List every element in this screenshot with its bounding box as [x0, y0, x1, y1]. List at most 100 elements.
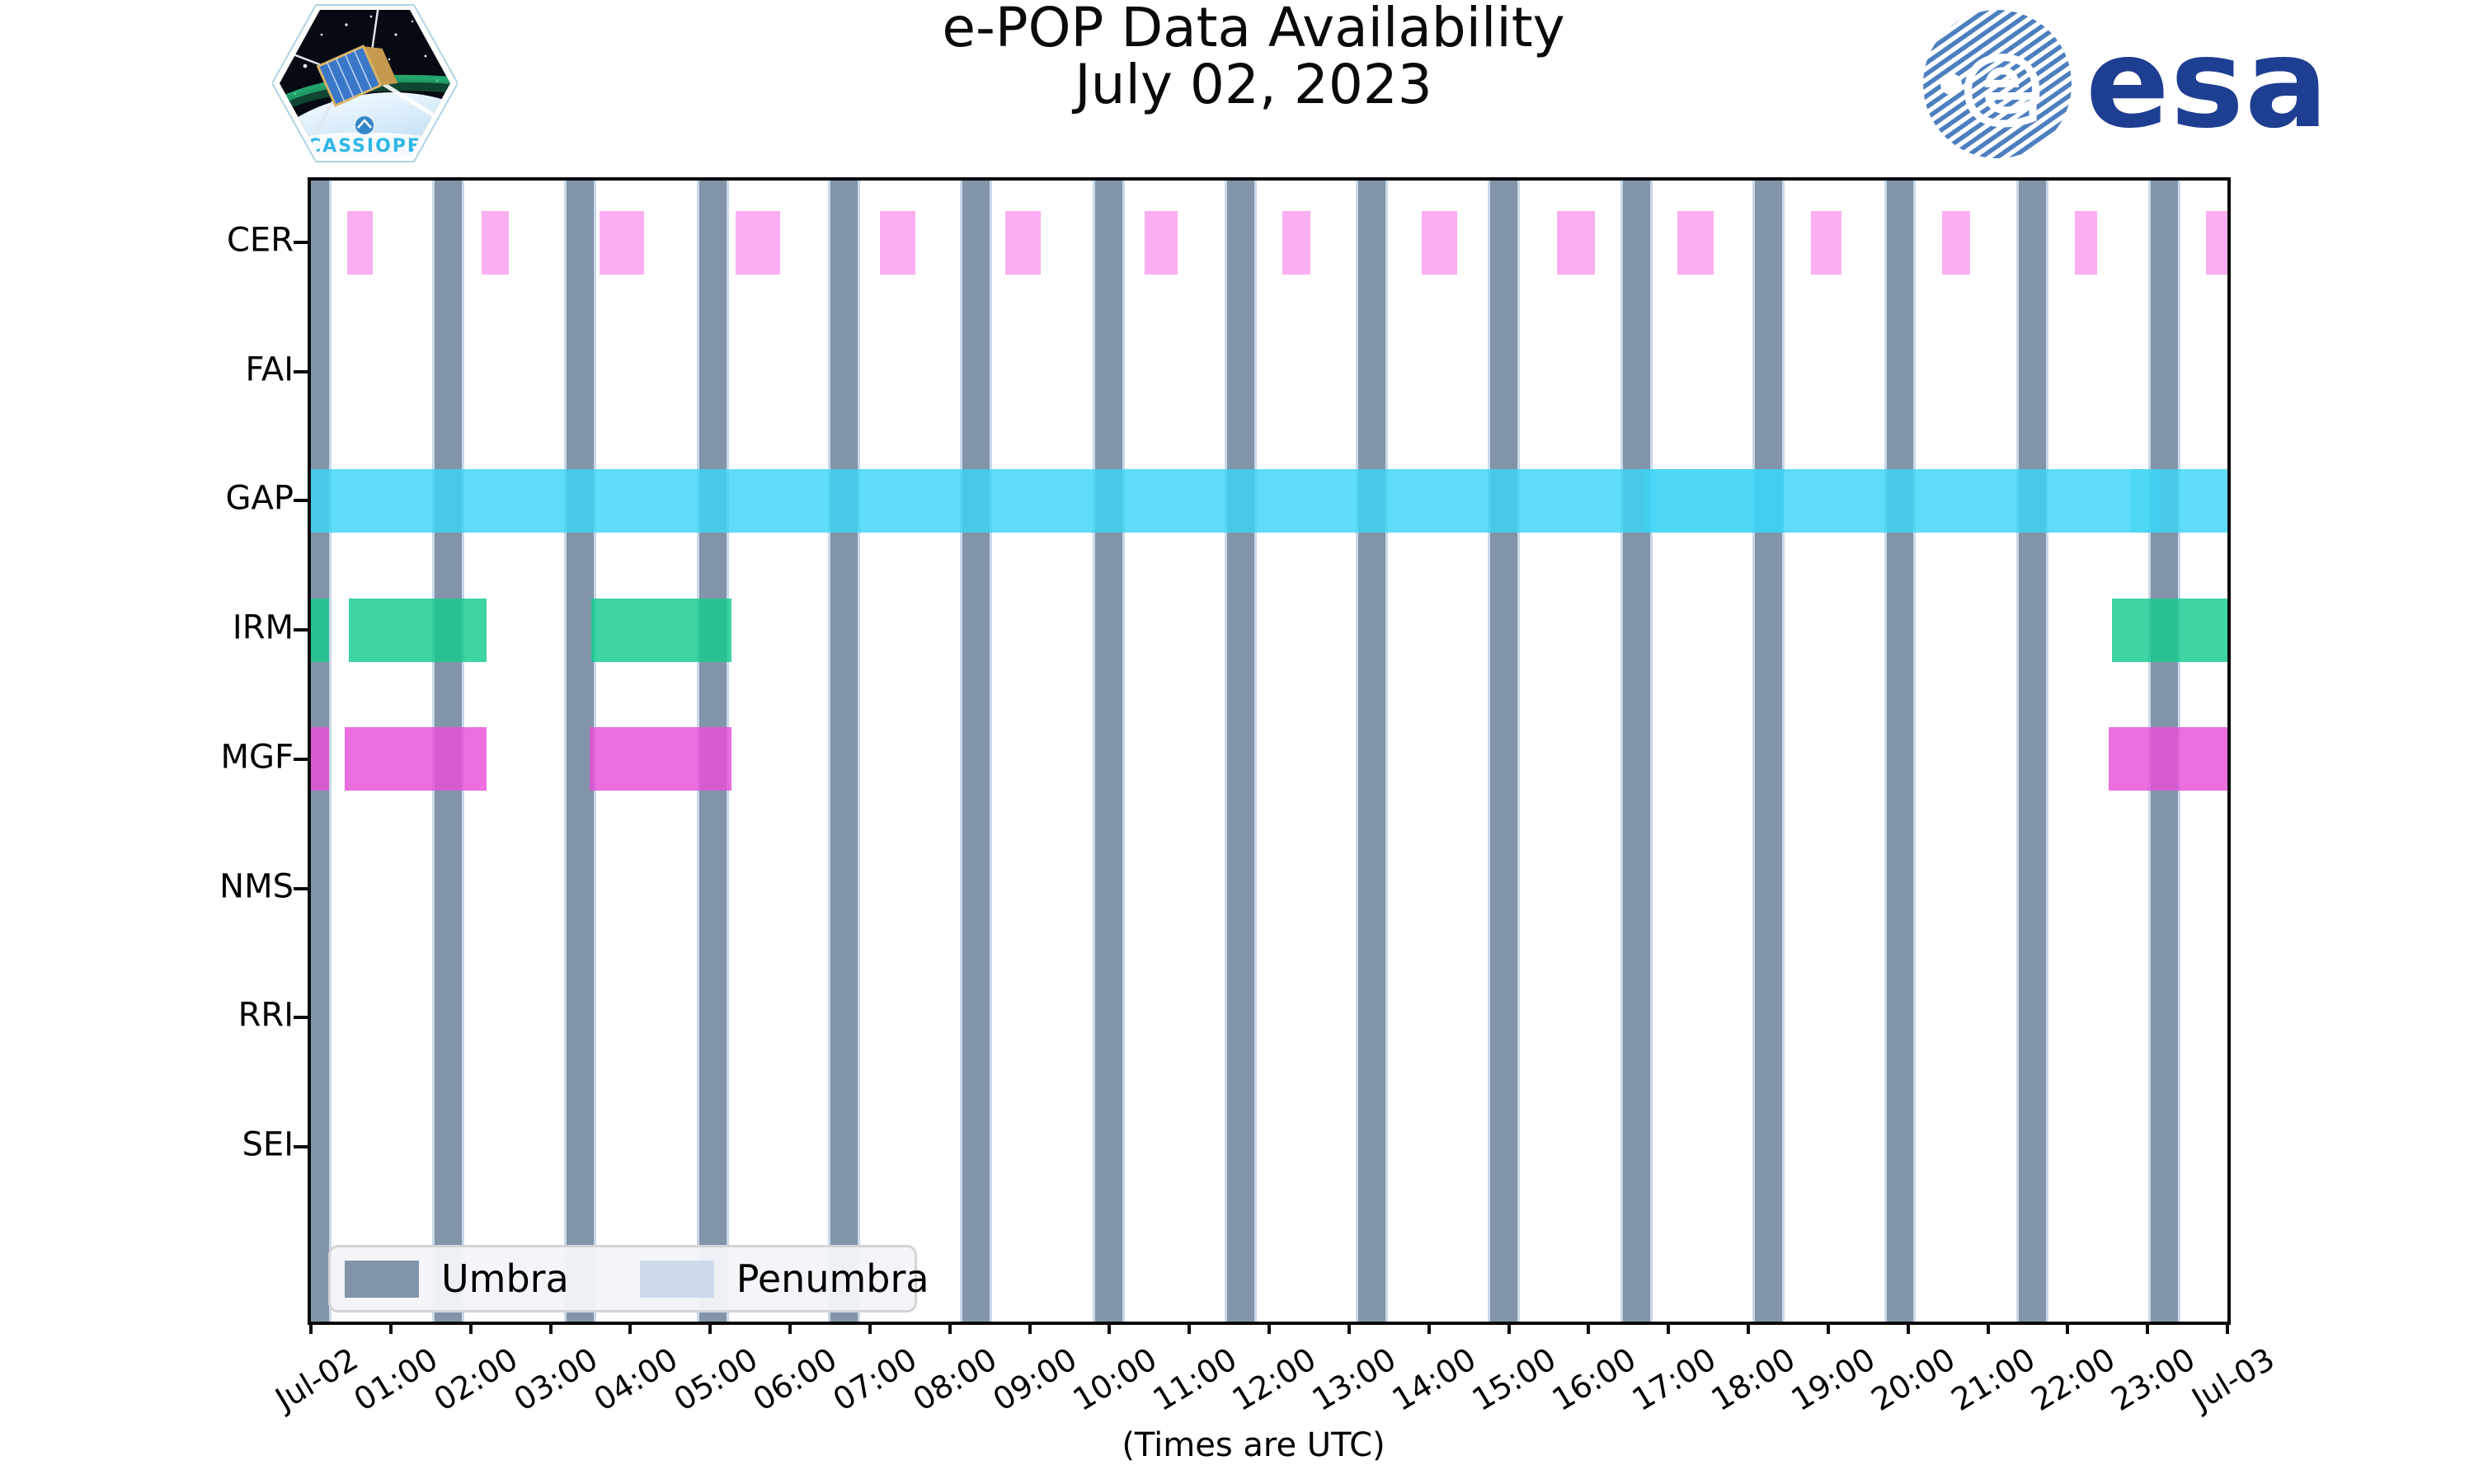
umbra-band — [960, 181, 993, 1322]
x-axis-tick-label: 20:00 — [1865, 1341, 1962, 1419]
y-axis-tick — [294, 628, 308, 632]
x-axis-tick-label: 07:00 — [826, 1341, 924, 1419]
umbra-band — [1884, 181, 1917, 1322]
x-axis-tick — [1028, 1322, 1032, 1334]
chart-header: e-POP Data Availability July 02, 2023 — [942, 0, 1564, 113]
x-axis-tick-label: 10:00 — [1066, 1341, 1164, 1419]
bar-cer — [1421, 210, 1457, 275]
legend: Umbra Penumbra — [328, 1245, 929, 1313]
y-axis-label-mgf: MGF — [220, 738, 294, 777]
bar-cer — [346, 210, 373, 275]
x-axis-tick — [868, 1322, 872, 1334]
umbra-band — [1488, 181, 1521, 1322]
x-axis-tick-label: 14:00 — [1385, 1341, 1483, 1419]
x-axis-tick — [1268, 1322, 1271, 1334]
bar-mgf — [311, 727, 330, 791]
esa-logo: e esa — [1921, 8, 2329, 161]
bar-cer — [1942, 210, 1971, 275]
bar-cer — [880, 210, 915, 275]
x-axis-tick-label: 04:00 — [587, 1341, 684, 1419]
x-axis-tick — [2226, 1322, 2229, 1334]
chart-title: e-POP Data Availability — [942, 0, 1565, 59]
x-axis-tick — [1667, 1322, 1671, 1334]
y-axis-label-nms: NMS — [219, 867, 294, 906]
bar-irm — [349, 598, 487, 662]
x-axis-tick-label: 13:00 — [1305, 1341, 1403, 1419]
x-axis-tick — [1347, 1322, 1351, 1334]
x-axis-tick-label: Jul-03 — [2185, 1341, 2281, 1418]
bar-cer — [599, 210, 644, 275]
csa-logo-icon — [355, 116, 374, 134]
x-axis-tick — [628, 1322, 633, 1334]
x-axis-tick — [1826, 1322, 1830, 1334]
esa-wordmark: esa — [2086, 12, 2330, 156]
gap-dark-overlay — [1643, 468, 1784, 533]
bar-cer — [2205, 210, 2227, 275]
x-axis-tick-label: 09:00 — [986, 1341, 1084, 1419]
y-axis-tick — [294, 369, 308, 373]
x-axis-tick-label: 15:00 — [1465, 1341, 1563, 1419]
x-axis-tick-label: 11:00 — [1146, 1341, 1243, 1419]
x-axis-tick — [1747, 1322, 1750, 1334]
bar-mgf — [2108, 727, 2227, 791]
x-axis-tick-label: 06:00 — [747, 1341, 844, 1419]
bar-cer — [736, 210, 781, 275]
umbra-band — [2016, 181, 2049, 1322]
x-axis-tick — [1906, 1322, 1910, 1334]
bar-cer — [482, 210, 510, 275]
x-axis-tick-label: 05:00 — [667, 1341, 764, 1419]
y-axis-tick — [294, 886, 308, 890]
x-axis-tick — [1587, 1322, 1591, 1334]
y-axis-label-gap: GAP — [225, 480, 294, 519]
y-axis-label-irm: IRM — [232, 608, 294, 647]
x-axis-tick-label: 16:00 — [1545, 1341, 1643, 1419]
legend-swatch-penumbra — [639, 1260, 714, 1298]
bar-cer — [1810, 210, 1842, 275]
legend-label-penumbra: Penumbra — [736, 1256, 929, 1301]
x-axis-tick-label: 22:00 — [2025, 1341, 2122, 1419]
umbra-band — [828, 181, 861, 1322]
x-axis-tick-label: Jul-02 — [269, 1341, 365, 1418]
umbra-band — [1620, 181, 1653, 1322]
x-axis-tick — [468, 1322, 473, 1334]
x-axis-tick — [388, 1322, 393, 1334]
umbra-band — [1224, 181, 1257, 1322]
x-axis-tick-label: 02:00 — [427, 1341, 524, 1419]
chart-subtitle: July 02, 2023 — [1075, 52, 1432, 116]
x-axis-tick — [788, 1322, 792, 1334]
bar-irm — [590, 598, 732, 662]
x-axis-tick-label: 12:00 — [1226, 1341, 1323, 1419]
y-axis-tick — [294, 757, 308, 761]
x-axis-tick-label: 17:00 — [1625, 1341, 1722, 1419]
x-axis-tick — [548, 1322, 553, 1334]
x-axis-tick-label: 18:00 — [1705, 1341, 1802, 1419]
x-axis-tick — [1507, 1322, 1511, 1334]
x-axis-tick — [309, 1322, 313, 1334]
x-axis-tick-label: 08:00 — [906, 1341, 1004, 1419]
x-axis-tick — [1188, 1322, 1192, 1334]
umbra-band — [1092, 181, 1125, 1322]
y-axis-label-fai: FAI — [245, 350, 294, 389]
mission-patch: CASSIOPE — [270, 2, 459, 165]
bar-cer — [1677, 210, 1714, 275]
svg-text:e: e — [1964, 16, 2042, 150]
bar-cer — [1556, 210, 1596, 275]
legend-swatch-umbra — [345, 1260, 419, 1298]
bar-mgf — [589, 727, 732, 791]
x-axis-tick — [2066, 1322, 2070, 1334]
x-axis-tick-label: 23:00 — [2105, 1341, 2201, 1419]
y-axis-label-rri: RRI — [238, 996, 294, 1035]
x-axis-tick — [1986, 1322, 1990, 1334]
umbra-band — [1752, 181, 1785, 1322]
umbra-band — [1356, 181, 1389, 1322]
x-axis-tick — [1108, 1322, 1112, 1334]
x-axis-tick — [1427, 1322, 1431, 1334]
bar-gap — [311, 468, 2227, 533]
bar-cer — [1144, 210, 1178, 275]
gap-dark-overlay — [2129, 468, 2160, 533]
y-axis-tick — [294, 1016, 308, 1020]
legend-label-umbra: Umbra — [441, 1256, 569, 1301]
esa-globe-icon: e — [1923, 10, 2072, 158]
x-axis-tick — [708, 1322, 713, 1334]
